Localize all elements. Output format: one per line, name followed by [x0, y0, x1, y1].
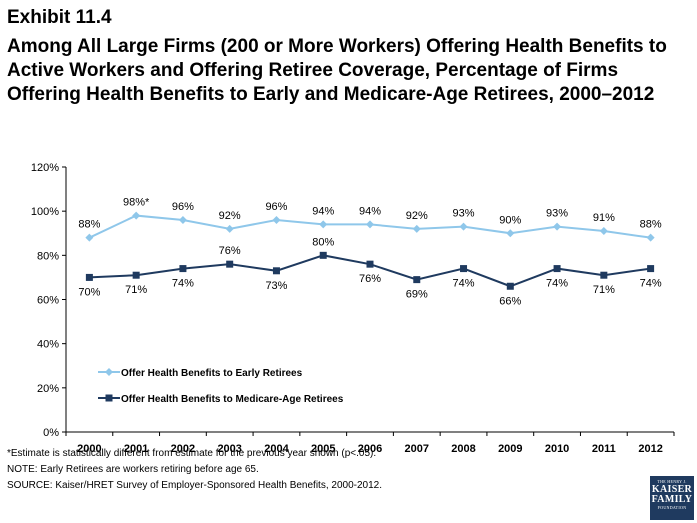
footnote-significance: *Estimate is statistically different fro…	[7, 448, 377, 459]
data-point	[366, 260, 374, 268]
data-label: 96%	[265, 201, 287, 213]
exhibit-number: Exhibit 11.4	[7, 7, 112, 28]
kff-logo: THE HENRY J. KAISER FAMILY FOUNDATION	[650, 476, 694, 520]
data-label: 80%	[312, 236, 334, 248]
legend-entry: Offer Health Benefits to Early Retirees	[98, 368, 303, 379]
data-label: 96%	[172, 201, 194, 213]
data-label: 93%	[546, 208, 568, 220]
logo-line-1: THE HENRY J.	[657, 479, 687, 484]
data-label: 74%	[546, 278, 568, 290]
legend-label: Offer Health Benefits to Medicare-Age Re…	[121, 394, 344, 405]
data-point	[319, 251, 327, 259]
data-label: 93%	[453, 208, 475, 220]
data-label: 88%	[78, 219, 100, 231]
x-tick-label: 2010	[545, 443, 569, 455]
data-label: 90%	[499, 214, 521, 226]
x-tick-label: 2012	[638, 443, 662, 455]
data-point	[599, 227, 608, 236]
data-point	[412, 224, 421, 233]
logo-line-4: FOUNDATION	[657, 505, 687, 510]
data-point	[85, 273, 93, 281]
data-label: 76%	[359, 273, 381, 285]
data-point	[132, 211, 141, 220]
data-point	[319, 220, 328, 229]
data-label: 74%	[640, 278, 662, 290]
x-tick-label: 2001	[124, 443, 148, 455]
data-point	[178, 216, 187, 224]
data-point	[506, 282, 514, 290]
y-tick-label: 0%	[43, 427, 59, 439]
x-tick-label: 2008	[451, 443, 475, 455]
logo-line-3: FAMILY	[651, 494, 693, 505]
data-point	[225, 224, 234, 233]
x-tick-label: 2002	[171, 443, 195, 455]
data-label: 73%	[265, 280, 287, 292]
data-label: 76%	[219, 245, 241, 257]
data-point	[132, 271, 140, 279]
data-point	[553, 265, 561, 273]
series-early-retirees: 88% 98%* 96% 92% 96% 94% 94% 92% 93% 90% 93% 91% 88%	[78, 197, 662, 242]
x-tick-label: 2005	[311, 443, 335, 455]
legend-label: Offer Health Benefits to Early Retirees	[121, 368, 303, 379]
data-label: 69%	[406, 289, 428, 301]
logo-line-2: KAISER	[651, 484, 693, 495]
footnote-note: NOTE: Early Retirees are workers retirin…	[7, 464, 259, 475]
series-medicare-age-retirees: 70% 71% 74% 76% 73% 80% 76% 69% 74% 66% 74% 71% 74%	[78, 236, 661, 307]
data-point	[272, 267, 280, 275]
y-tick-label: 120%	[31, 162, 59, 174]
data-point	[553, 222, 562, 231]
legend-swatch-marker	[105, 394, 113, 402]
chart-title: Among All Large Firms (200 or More Worke…	[7, 36, 667, 105]
y-tick-label: 20%	[37, 383, 59, 395]
x-tick-label: 2006	[358, 443, 382, 455]
data-point	[506, 229, 515, 238]
data-label: 92%	[406, 210, 428, 222]
data-point	[226, 260, 234, 268]
data-point	[647, 265, 655, 273]
legend-entry: Offer Health Benefits to Medicare-Age Re…	[98, 394, 344, 405]
y-tick-label: 80%	[37, 250, 59, 262]
data-label: 92%	[219, 210, 241, 222]
x-tick-label: 2004	[264, 443, 289, 455]
y-tick-label: 100%	[31, 206, 59, 218]
data-label: 71%	[593, 284, 615, 296]
series-layer: 88%98%* 96%92%96% 94% 94% 92% 93%90%93% 91%88%…	[78, 197, 661, 308]
data-label: 70%	[78, 286, 100, 298]
data-point	[413, 276, 421, 284]
data-label: 71%	[125, 284, 147, 296]
x-tick-label: 2011	[592, 443, 616, 455]
data-label: 74%	[172, 278, 194, 290]
data-label: 94%	[359, 205, 381, 217]
data-label: 98%*	[123, 197, 150, 209]
data-point	[600, 271, 608, 279]
data-point	[272, 216, 281, 224]
data-point	[460, 265, 468, 273]
y-tick-label: 40%	[37, 339, 59, 351]
data-label: 74%	[453, 278, 475, 290]
data-label: 88%	[640, 219, 662, 231]
x-tick-label: 2007	[405, 443, 429, 455]
y-axis: 0% 20% 40% 60% 80% 100% 120%	[31, 162, 67, 439]
x-tick-label: 2000	[77, 443, 101, 455]
data-label: 91%	[593, 212, 615, 224]
data-point	[646, 233, 655, 242]
x-axis: 2000 2001 2002 2003 2004 2005 2006 2007 2008 2009…	[65, 431, 675, 455]
footnote-source: SOURCE: Kaiser/HRET Survey of Employer-S…	[7, 480, 382, 491]
x-tick-label: 2009	[498, 443, 522, 455]
data-label: 66%	[499, 295, 521, 307]
x-tick-label: 2003	[217, 443, 241, 455]
data-point	[459, 222, 468, 231]
legend-swatch-marker	[105, 368, 113, 376]
legend: Offer Health Benefits to Early Retirees O…	[98, 368, 344, 405]
data-point	[179, 265, 187, 273]
data-label: 94%	[312, 205, 334, 217]
data-point	[366, 220, 374, 229]
y-tick-label: 60%	[37, 295, 59, 307]
data-point	[85, 233, 94, 242]
